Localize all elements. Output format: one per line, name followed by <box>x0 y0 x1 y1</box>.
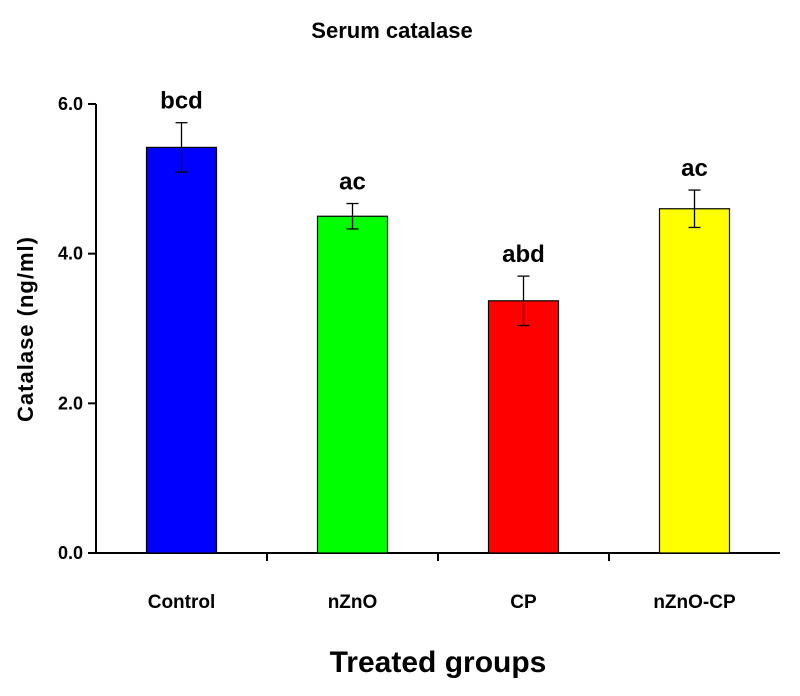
bar-nzno-cp <box>658 208 731 554</box>
x-tick-label: Control <box>148 592 216 613</box>
y-tick-label: 6.0 <box>58 94 83 114</box>
y-tick-label: 0.0 <box>58 543 83 563</box>
y-tick-label: 2.0 <box>58 393 83 413</box>
bar-nzno <box>316 215 389 554</box>
significance-label: ac <box>681 155 708 182</box>
significance-label: bcd <box>160 88 203 115</box>
bar-cp <box>487 300 560 554</box>
y-axis-label: Catalase (ng/ml) <box>13 236 38 422</box>
plot-area: 0.0 2.0 4.0 6.0 bcd Control ac nZnO abd CP ac nZnO-… <box>58 88 780 613</box>
y-tick-label: 4.0 <box>58 244 83 264</box>
significance-label: ac <box>339 169 366 196</box>
significance-label: abd <box>502 241 545 268</box>
x-axis-label: Treated groups <box>330 646 547 679</box>
bar-control <box>145 146 218 554</box>
x-tick-label: nZnO <box>328 592 378 613</box>
chart-title: Serum catalase <box>311 18 472 43</box>
x-tick-label: CP <box>510 592 537 613</box>
x-tick-label: nZnO-CP <box>653 592 736 613</box>
